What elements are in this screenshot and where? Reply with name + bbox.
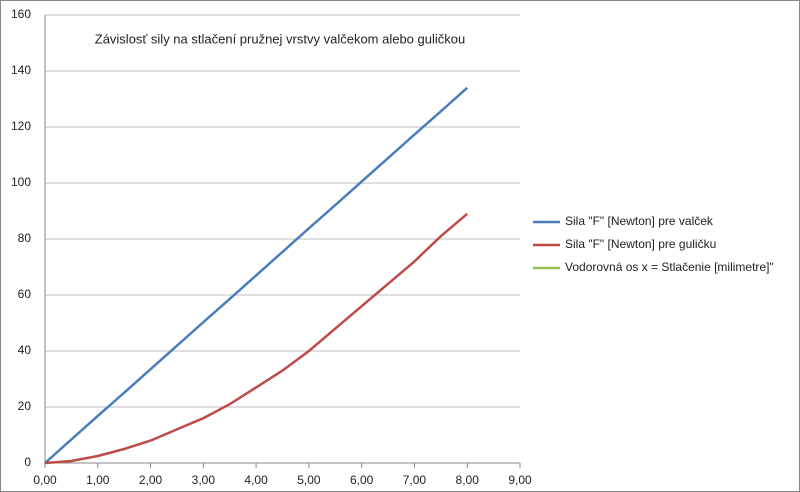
y-tick-label: 0: [24, 455, 31, 469]
legend-label: Sila "F" [Newton] pre guličku: [565, 237, 716, 251]
x-tick-label: 3,00: [192, 473, 216, 487]
x-tick-label: 8,00: [456, 473, 480, 487]
legend-label: Sila "F" [Newton] pre valček: [565, 214, 714, 228]
x-tick-label: 1,00: [86, 473, 110, 487]
x-tick-label: 4,00: [244, 473, 268, 487]
series-line: [44, 212, 469, 465]
x-tick-label: 6,00: [350, 473, 374, 487]
y-tick-label: 20: [18, 399, 32, 413]
chart-title: Závislosť sily na stlačení pružnej vrstv…: [95, 31, 465, 46]
legend-label: Vodorovná os x = Stlačenie [milimetre]": [565, 260, 774, 274]
y-tick-label: 40: [18, 343, 32, 357]
y-tick-label: 100: [11, 175, 31, 189]
x-tick-label: 9,00: [508, 473, 532, 487]
y-tick-label: 120: [11, 119, 31, 133]
y-tick-label: 80: [18, 231, 32, 245]
x-tick-label: 2,00: [139, 473, 163, 487]
x-tick-label: 5,00: [297, 473, 321, 487]
y-tick-label: 140: [11, 63, 31, 77]
y-tick-label: 60: [18, 287, 32, 301]
y-tick-label: 160: [11, 7, 31, 21]
series-line: [44, 86, 469, 464]
x-tick-label: 7,00: [403, 473, 427, 487]
x-tick-label: 0,00: [33, 473, 57, 487]
